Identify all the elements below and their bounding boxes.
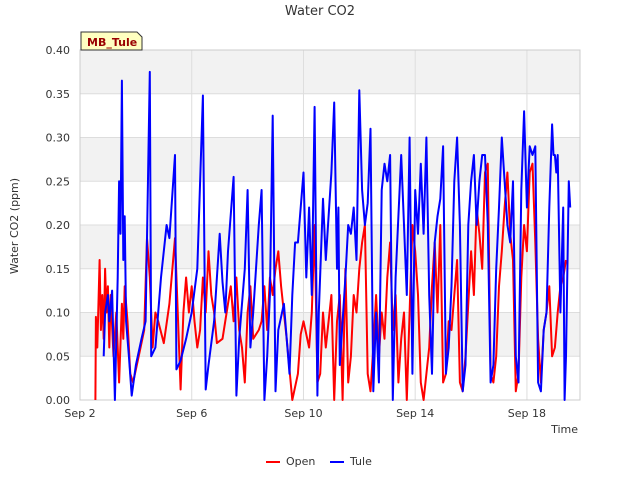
series-line-tule xyxy=(102,70,572,401)
x-tick-label: Sep 6 xyxy=(176,407,207,420)
legend: Open Tule xyxy=(266,455,372,468)
site-label-box xyxy=(80,31,143,51)
y-tick-label: 0.25 xyxy=(46,175,71,188)
x-tick-label: Sep 18 xyxy=(508,407,546,420)
legend-item-open[interactable]: Open xyxy=(266,455,315,468)
x-tick-label: Sep 2 xyxy=(64,407,95,420)
y-tick-label: 0.20 xyxy=(46,219,71,232)
y-tick-label: 0.35 xyxy=(46,88,71,101)
plot-band xyxy=(80,50,580,94)
y-tick-label: 0.10 xyxy=(46,307,71,320)
y-tick-label: 0.30 xyxy=(46,132,71,145)
plot-band xyxy=(80,137,580,182)
series-layer xyxy=(94,70,572,401)
y-tick-label: 0.00 xyxy=(46,394,71,407)
legend-item-tule[interactable]: Tule xyxy=(330,455,372,468)
legend-label-tule: Tule xyxy=(349,455,372,468)
y-axis-label: Water CO2 (ppm) xyxy=(8,178,21,274)
y-tick-label: 0.40 xyxy=(46,44,71,57)
site-label-text: MB_Tule xyxy=(87,36,137,49)
site-label-badge: MB_Tule xyxy=(80,31,143,51)
y-axis-ticks: 0.00 0.05 0.10 0.15 0.20 0.25 0.30 0.35 0.40 xyxy=(46,44,71,407)
x-tick-label: Sep 14 xyxy=(396,407,434,420)
y-tick-label: 0.05 xyxy=(46,350,71,363)
y-tick-label: 0.15 xyxy=(46,263,71,276)
x-tick-label: Sep 10 xyxy=(284,407,322,420)
legend-label-open: Open xyxy=(286,455,315,468)
plot-band xyxy=(80,225,580,269)
plot-frame xyxy=(79,49,581,401)
x-axis-label: Time xyxy=(550,423,578,436)
x-axis-ticks: Sep 2 Sep 6 Sep 10 Sep 14 Sep 18 xyxy=(64,407,546,420)
chart-title: Water CO2 xyxy=(285,4,355,19)
